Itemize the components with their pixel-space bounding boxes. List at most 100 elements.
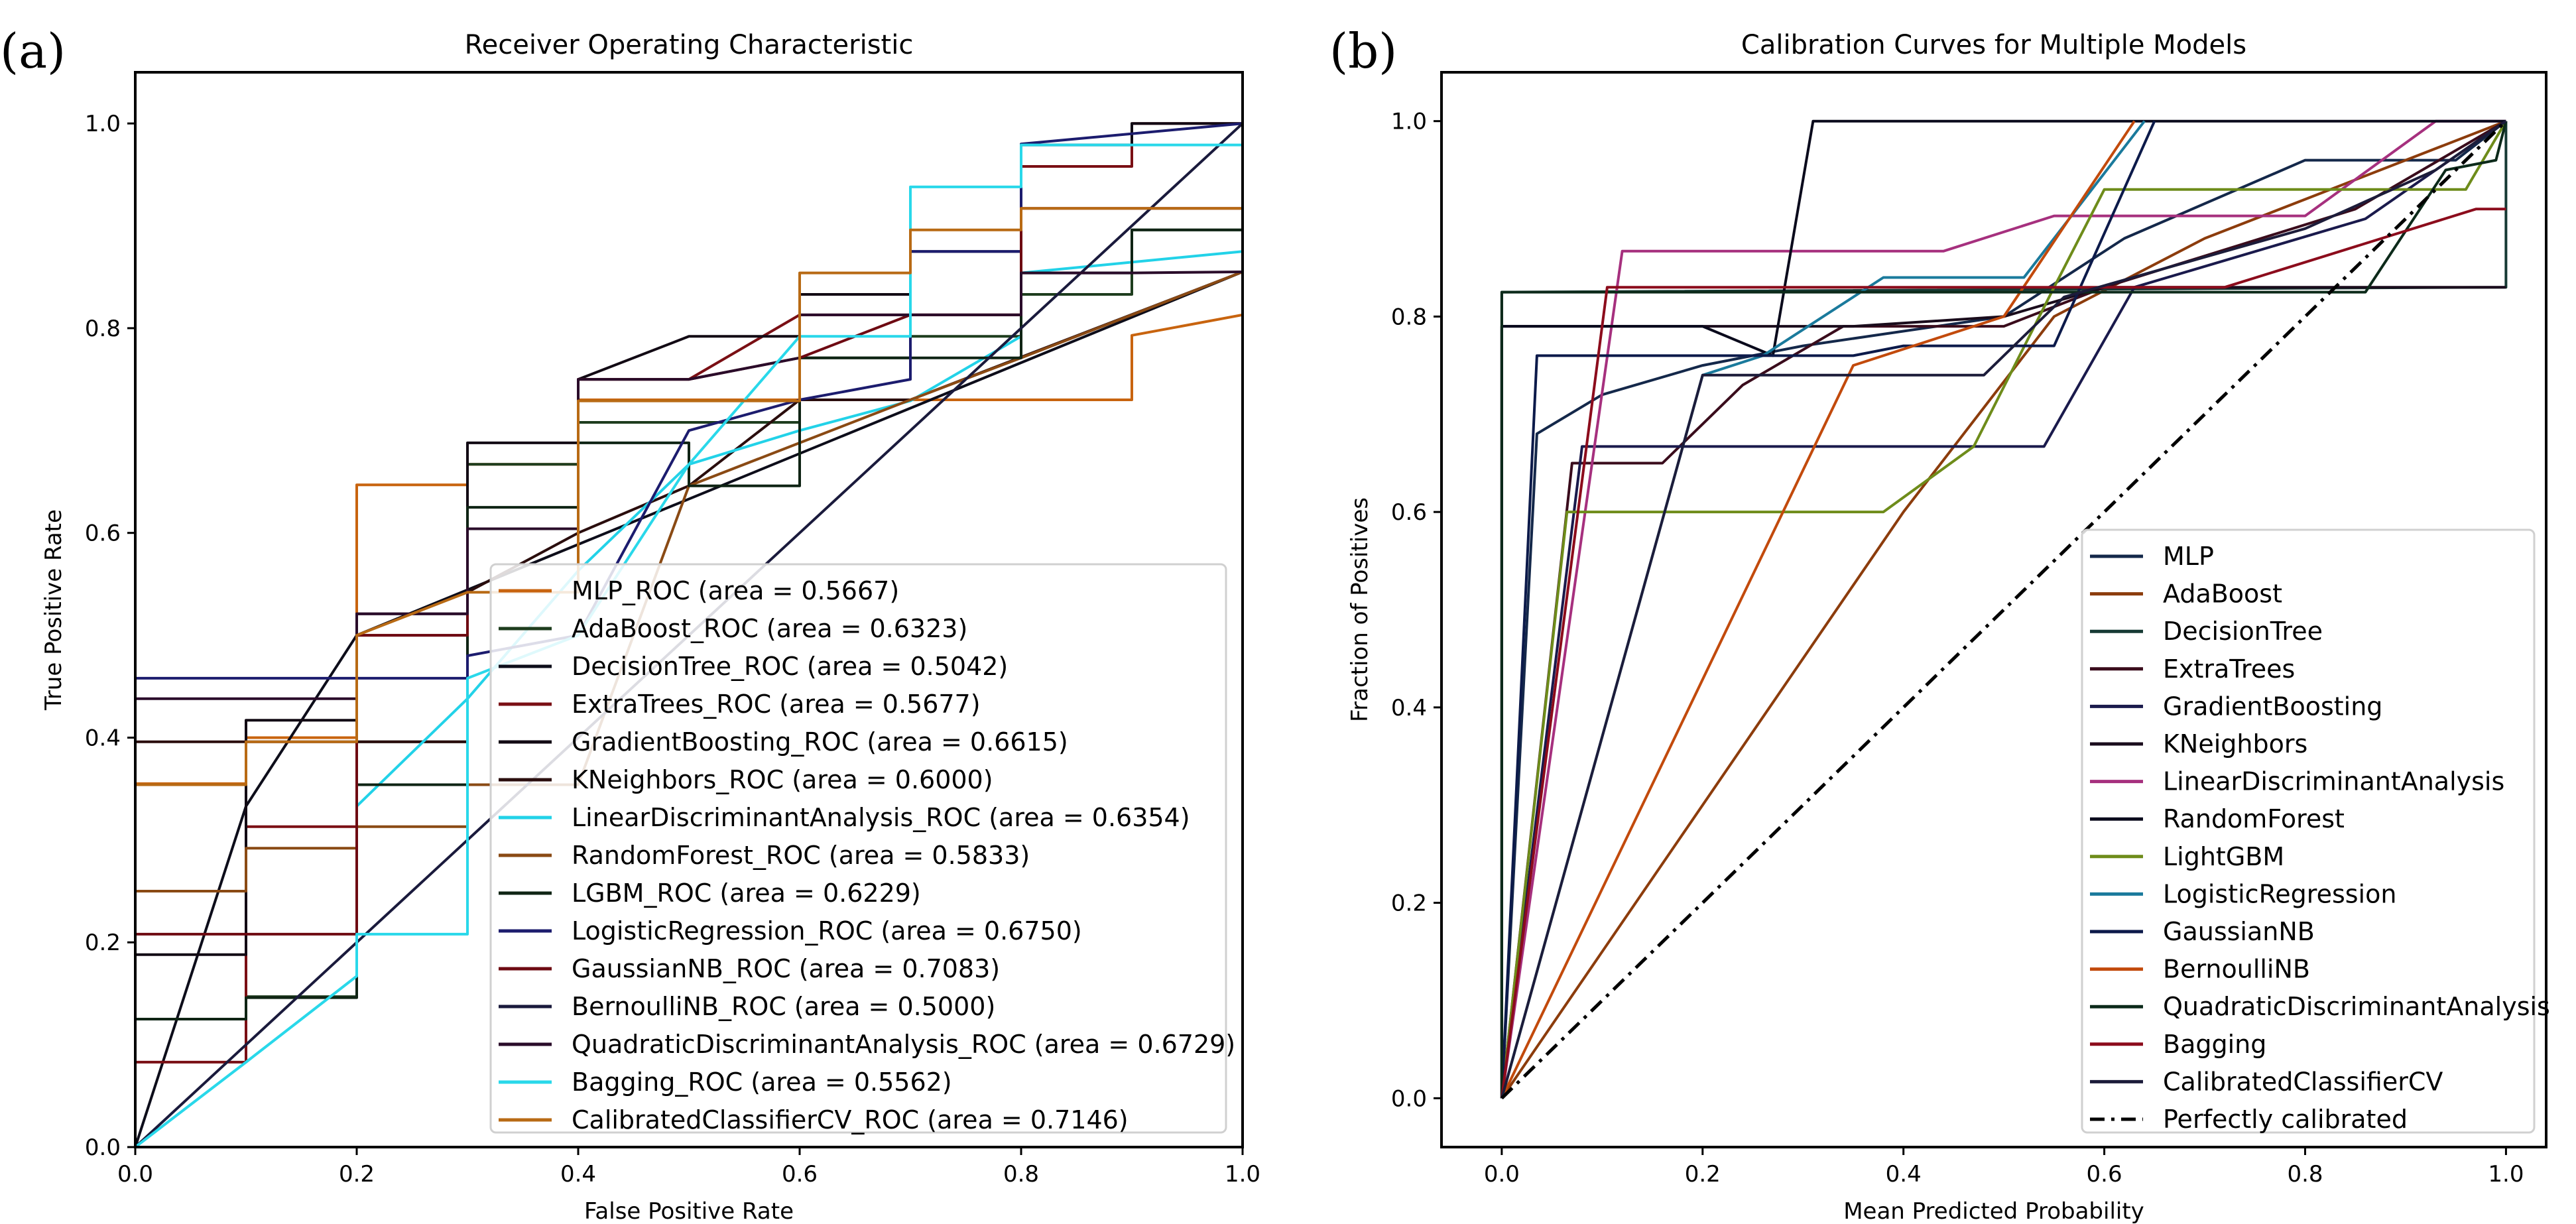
y-tick-label: 0.0 [1391,1085,1427,1112]
panel-label: (a) [0,23,66,79]
legend-item: AdaBoost_ROC (area = 0.6323) [499,614,967,643]
legend-item: LogisticRegression_ROC (area = 0.6750) [499,916,1082,946]
x-tick-label: 1.0 [2488,1161,2524,1188]
x-tick-label: 0.0 [1484,1161,1520,1188]
legend-item: RandomForest_ROC (area = 0.5833) [499,841,1030,870]
legend-item: BernoulliNB_ROC (area = 0.5000) [499,992,995,1021]
legend-item: Perfectly calibrated [2090,1105,2408,1134]
y-tick-label: 0.6 [85,520,121,547]
x-tick-label: 0.4 [1886,1161,1922,1188]
legend-label: LogisticRegression_ROC (area = 0.6750) [572,916,1082,946]
series-lines [1500,119,2508,1100]
legend-item: QuadraticDiscriminantAnalysis [2090,992,2550,1021]
legend-label: LightGBM [2163,842,2284,871]
series-line-logisticregression [1500,120,2146,1099]
legend-box [489,563,1227,1134]
legend-label: CalibratedClassifierCV_ROC (area = 0.714… [572,1105,1129,1134]
legend-label: ExtraTrees [2163,654,2295,684]
legend-label: BernoulliNB [2163,955,2310,984]
series-line-lightgbm [1500,120,2508,1099]
legend-item: Bagging [2090,1030,2266,1059]
legend-label: LGBM_ROC (area = 0.6229) [572,879,921,908]
legend-item: GradientBoosting_ROC (area = 0.6615) [499,727,1068,757]
legend-item: GaussianNB_ROC (area = 0.7083) [499,954,1000,983]
y-tick-label: 0.6 [1391,499,1427,526]
legend-item: GaussianNB [2090,917,2315,946]
legend-label: ExtraTrees_ROC (area = 0.5677) [572,690,981,719]
series-line-calibratedclassifiercv [135,207,1243,1147]
legend-label: Bagging_ROC (area = 0.5562) [572,1068,952,1097]
legend-label: LogisticRegression [2163,879,2396,908]
series-line-calibratedclassifiercv [1500,120,2507,1099]
legend-label: DecisionTree [2163,617,2323,646]
y-tick-label: 0.4 [1391,695,1427,721]
legend-item: LinearDiscriminantAnalysis [2090,767,2504,796]
x-axis-label: Mean Predicted Probability [1843,1198,2144,1224]
series-line-bagging [135,143,1243,1147]
legend-item: DecisionTree [2090,617,2323,646]
legend-item: CalibratedClassifierCV [2090,1067,2443,1096]
series-line-perfectly-calibrated [1501,119,2508,1100]
legend-label: QuadraticDiscriminantAnalysis [2163,992,2550,1021]
legend-item: ExtraTrees [2090,654,2295,684]
legend-label: BernoulliNB_ROC (area = 0.5000) [572,992,995,1021]
legend-item: MLP [2090,542,2214,571]
legend: MLP_ROC (area = 0.5667) AdaBoost_ROC (are… [489,563,1235,1134]
legend-box [2081,528,2536,1134]
legend-item: KNeighbors [2090,729,2307,759]
y-tick-label: 0.2 [85,930,121,956]
panel-label: (b) [1329,23,1397,79]
x-tick-label: 0.6 [2087,1161,2122,1188]
legend-label: Perfectly calibrated [2163,1105,2408,1134]
legend-label: GaussianNB_ROC (area = 0.7083) [572,954,1000,983]
x-tick-label: 0.0 [117,1161,153,1188]
legend-item: LogisticRegression [2090,879,2396,908]
axes-frame [134,71,1244,1148]
y-tick-label: 0.2 [1391,890,1427,917]
y-axis-label: Fraction of Positives [1347,497,1373,722]
y-tick-label: 0.0 [85,1134,121,1161]
legend-label: LinearDiscriminantAnalysis_ROC (area = 0… [572,803,1190,832]
x-tick-label: 0.2 [339,1161,375,1188]
legend-item: MLP_ROC (area = 0.5667) [499,576,899,605]
legend: MLP AdaBoost DecisionTree ExtraTrees Gradien… [2081,528,2550,1134]
legend-label: KNeighbors_ROC (area = 0.6000) [572,765,993,794]
y-tick-label: 1.0 [1391,109,1427,135]
series-lines [135,122,1243,1147]
legend-item: Bagging_ROC (area = 0.5562) [499,1068,952,1097]
legend-label: RandomForest_ROC (area = 0.5833) [572,841,1030,870]
legend-label: QuadraticDiscriminantAnalysis_ROC (area … [572,1030,1235,1059]
series-line-bernoullinb [1501,120,2136,1099]
legend-label: GradientBoosting [2163,692,2382,721]
y-tick-label: 1.0 [85,111,121,137]
legend-item: LightGBM [2090,842,2284,871]
series-line-gaussiannb [1500,120,2156,1099]
chart-title: Receiver Operating Characteristic [465,30,914,60]
chart-panel-calibration: (b) Calibration Curves for Multiple Model… [1329,23,2550,1224]
y-tick-label: 0.8 [1391,304,1427,330]
x-tick-label: 1.0 [1225,1161,1260,1188]
legend-label: Bagging [2163,1030,2266,1059]
x-tick-label: 0.8 [1003,1161,1039,1188]
y-tick-label: 0.4 [85,725,121,751]
legend-item: RandomForest [2090,804,2345,833]
chart-panel-roc: (a) Receiver Operating Characteristic Fals… [0,23,1260,1224]
legend-item: ExtraTrees_ROC (area = 0.5677) [499,690,981,719]
series-line-bagging [1500,208,2506,1099]
legend-label: GaussianNB [2163,917,2315,946]
legend-label: RandomForest [2163,804,2345,833]
legend-label: DecisionTree_ROC (area = 0.5042) [572,652,1008,681]
legend-item: CalibratedClassifierCV_ROC (area = 0.714… [499,1105,1129,1134]
legend-item: AdaBoost [2090,580,2282,609]
axes-frame [1440,71,2547,1148]
legend-item: DecisionTree_ROC (area = 0.5042) [499,652,1008,681]
legend-item: QuadraticDiscriminantAnalysis_ROC (area … [499,1030,1235,1059]
y-tick-label: 0.8 [85,316,121,342]
legend-item: KNeighbors_ROC (area = 0.6000) [499,765,993,794]
legend-item: LinearDiscriminantAnalysis_ROC (area = 0… [499,803,1190,832]
x-tick-label: 0.4 [560,1161,596,1188]
legend-label: AdaBoost [2163,580,2282,609]
legend-label: MLP [2163,542,2214,571]
legend-label: AdaBoost_ROC (area = 0.6323) [572,614,967,643]
